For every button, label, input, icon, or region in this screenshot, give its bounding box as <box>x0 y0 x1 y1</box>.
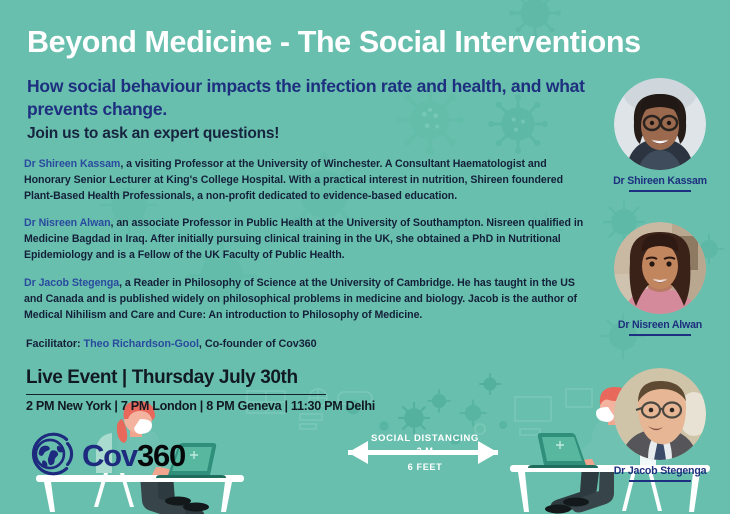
portrait-jacob-stegenga <box>614 368 706 460</box>
page-title: Beyond Medicine - The Social Interventio… <box>27 25 641 59</box>
social-distancing-label: SOCIAL DISTANCING <box>371 433 479 444</box>
bio-speaker-text: , a Reader in Philosophy of Science at t… <box>24 276 578 321</box>
speaker-underline <box>629 334 691 336</box>
facilitator-role: , Co-founder of Cov360 <box>198 338 317 350</box>
divider-rule <box>26 394 326 396</box>
bio-paragraph: Dr Jacob Stegenga, a Reader in Philosoph… <box>24 275 589 323</box>
page-subtitle: How social behaviour impacts the infecti… <box>27 76 585 120</box>
speaker-bios: Dr Shireen Kassam, a visiting Professor … <box>24 156 589 334</box>
person-left-illustration <box>36 401 244 514</box>
avatar <box>614 222 706 314</box>
avatar <box>614 78 706 170</box>
speaker-underline <box>629 190 691 192</box>
logo-word: Cov <box>82 437 138 473</box>
globe-icon <box>31 432 74 476</box>
speaker-card[interactable]: Dr Jacob Stegenga <box>590 368 730 482</box>
social-distancing-metric: 2 M <box>416 446 434 456</box>
cov360-logo[interactable]: Cov360 <box>26 428 186 480</box>
facilitator-name: Theo Richardson-Gool <box>83 338 199 350</box>
call-to-action-text: Join us to ask an expert questions! <box>27 125 280 142</box>
bio-speaker-text: , an associate Professor in Public Healt… <box>24 217 584 262</box>
speaker-card[interactable]: Dr Nisreen Alwan <box>590 222 730 336</box>
bio-speaker-name: Dr Shireen Kassam <box>24 158 121 170</box>
speaker-name: Dr Shireen Kassam <box>613 175 707 187</box>
logo-wordmark: Cov360 <box>82 437 186 473</box>
bio-speaker-name: Dr Nisreen Alwan <box>24 217 111 230</box>
logo-number: 360 <box>136 437 186 473</box>
speaker-name: Dr Nisreen Alwan <box>617 319 703 331</box>
bio-speaker-name: Dr Jacob Stegenga <box>24 276 120 289</box>
facilitator-line: Facilitator: Theo Richardson-Gool, Co-fo… <box>26 338 317 350</box>
bio-paragraph: Dr Shireen Kassam, a visiting Professor … <box>24 156 589 204</box>
social-distancing-imperial: 6 FEET <box>407 462 443 472</box>
avatar <box>614 368 706 460</box>
speaker-card[interactable]: Dr Shireen Kassam <box>590 78 730 192</box>
bio-speaker-text: , a visiting Professor at the University… <box>24 158 564 203</box>
speaker-name: Dr Jacob Stegenga <box>613 465 707 477</box>
facilitator-label: Facilitator: <box>26 338 84 350</box>
portrait-nisreen-alwan <box>614 222 706 314</box>
portrait-shireen-kassam <box>614 78 706 170</box>
bio-paragraph: Dr Nisreen Alwan, an associate Professor… <box>24 215 589 263</box>
live-event-headline: Live Event | Thursday July 30th <box>26 367 298 388</box>
social-distancing-arrow <box>348 441 498 464</box>
speaker-underline <box>629 480 691 482</box>
event-timezones: 2 PM New York | 7 PM London | 8 PM Genev… <box>26 399 375 413</box>
